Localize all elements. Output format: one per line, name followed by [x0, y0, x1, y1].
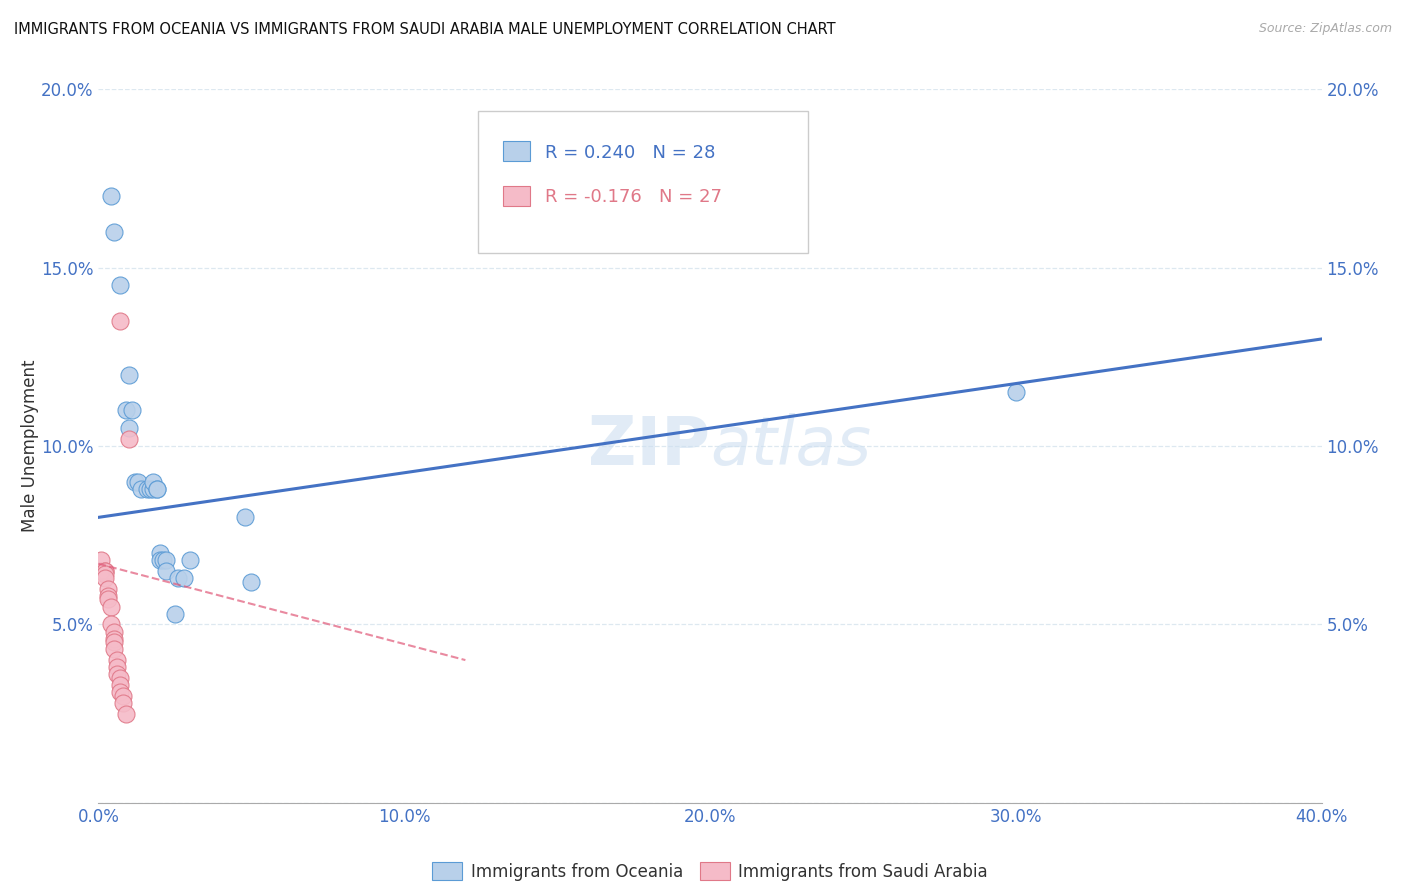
- Point: [167, 571, 190, 585]
- Point: [142, 482, 165, 496]
- Point: [97, 582, 120, 596]
- Point: [233, 510, 256, 524]
- Text: Source: ZipAtlas.com: Source: ZipAtlas.com: [1258, 22, 1392, 36]
- Point: [115, 706, 138, 721]
- Point: [129, 482, 152, 496]
- Point: [115, 403, 138, 417]
- Text: ZIP: ZIP: [588, 413, 710, 479]
- Text: R = 0.240   N = 28: R = 0.240 N = 28: [546, 144, 716, 161]
- Point: [108, 671, 131, 685]
- Point: [240, 574, 263, 589]
- Y-axis label: Male Unemployment: Male Unemployment: [21, 359, 39, 533]
- Point: [1004, 385, 1026, 400]
- FancyBboxPatch shape: [503, 141, 530, 161]
- Point: [105, 653, 128, 667]
- Point: [155, 553, 177, 567]
- FancyBboxPatch shape: [478, 111, 808, 253]
- Point: [149, 553, 172, 567]
- Point: [118, 421, 141, 435]
- Point: [105, 660, 128, 674]
- Point: [93, 571, 115, 585]
- Point: [139, 482, 162, 496]
- Point: [105, 667, 128, 681]
- Point: [100, 189, 122, 203]
- Point: [149, 546, 172, 560]
- Point: [127, 475, 149, 489]
- Point: [163, 607, 186, 621]
- Text: IMMIGRANTS FROM OCEANIA VS IMMIGRANTS FROM SAUDI ARABIA MALE UNEMPLOYMENT CORREL: IMMIGRANTS FROM OCEANIA VS IMMIGRANTS FR…: [14, 22, 835, 37]
- Point: [108, 685, 131, 699]
- Point: [121, 403, 143, 417]
- Point: [173, 571, 195, 585]
- Point: [103, 642, 125, 657]
- Point: [103, 635, 125, 649]
- Point: [111, 689, 134, 703]
- Point: [93, 567, 115, 582]
- Point: [118, 432, 141, 446]
- Point: [90, 564, 112, 578]
- Point: [103, 632, 125, 646]
- Text: atlas: atlas: [710, 413, 872, 479]
- Point: [100, 617, 122, 632]
- Point: [90, 553, 112, 567]
- Point: [145, 482, 167, 496]
- Point: [93, 564, 115, 578]
- Point: [108, 278, 131, 293]
- Point: [145, 482, 167, 496]
- Point: [111, 696, 134, 710]
- Point: [179, 553, 201, 567]
- Point: [93, 564, 115, 578]
- Point: [103, 225, 125, 239]
- Point: [124, 475, 146, 489]
- Point: [155, 564, 177, 578]
- Point: [136, 482, 159, 496]
- Point: [152, 553, 174, 567]
- Point: [100, 599, 122, 614]
- FancyBboxPatch shape: [503, 186, 530, 205]
- Point: [108, 314, 131, 328]
- Point: [90, 564, 112, 578]
- Point: [97, 592, 120, 607]
- Point: [142, 475, 165, 489]
- Point: [118, 368, 141, 382]
- Point: [103, 624, 125, 639]
- Legend: Immigrants from Oceania, Immigrants from Saudi Arabia: Immigrants from Oceania, Immigrants from…: [426, 855, 994, 888]
- Text: R = -0.176   N = 27: R = -0.176 N = 27: [546, 188, 721, 206]
- Point: [108, 678, 131, 692]
- Point: [97, 589, 120, 603]
